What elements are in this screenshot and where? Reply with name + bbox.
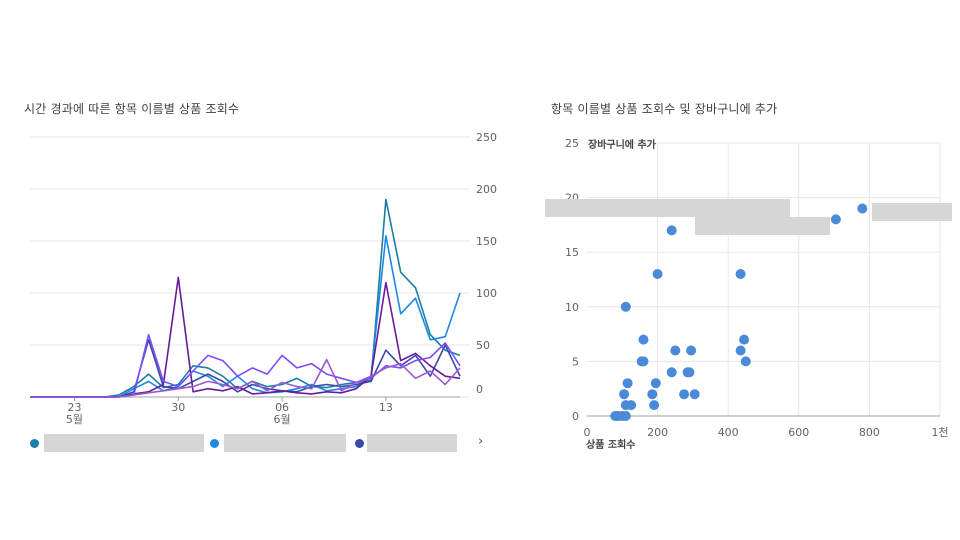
scatter-point[interactable] [649, 400, 660, 411]
scatter-point[interactable] [670, 345, 681, 356]
x-tick-day: 13 [379, 401, 393, 414]
x-tick-label: 400 [718, 426, 739, 439]
y-tick-label: 250 [476, 131, 497, 144]
legend-next-button[interactable]: › [478, 434, 484, 449]
scatter-point[interactable] [666, 367, 677, 378]
scatter-point[interactable] [830, 214, 841, 225]
scatter-point[interactable] [666, 225, 677, 236]
scatter-point[interactable] [650, 378, 661, 389]
series-line-4 [30, 276, 461, 398]
left-chart-title: 시간 경과에 따른 항목 이름별 상품 조회수 [24, 102, 240, 116]
right-chart-title: 항목 이름별 상품 조회수 및 장바구니에 추가 [551, 102, 778, 116]
scatter-point[interactable] [626, 400, 637, 411]
scatter-point[interactable] [684, 367, 695, 378]
x-tick-label: 600 [788, 426, 809, 439]
series-line-6 [30, 358, 461, 398]
scatter-point[interactable] [620, 301, 631, 312]
legend-label-redacted-3 [367, 434, 457, 452]
x-tick-label: 1천 [931, 425, 948, 439]
scatter-point[interactable] [619, 389, 630, 400]
scatter-point[interactable] [622, 378, 633, 389]
legend-label-redacted-1 [44, 434, 204, 452]
annotation-redacted-2 [695, 217, 830, 235]
y-tick-label: 100 [476, 287, 497, 300]
y-axis-label: 장바구니에 추가 [588, 138, 657, 151]
y-tick-label: 15 [565, 246, 579, 259]
scatter-point[interactable] [679, 389, 690, 400]
legend-dot-3[interactable] [355, 439, 364, 448]
x-tick-label: 800 [859, 426, 880, 439]
scatter-point[interactable] [857, 203, 868, 214]
scatter-point[interactable] [735, 345, 746, 356]
x-tick-label: 200 [647, 426, 668, 439]
x-tick-month: 5월 [66, 413, 83, 426]
y-tick-label: 200 [476, 183, 497, 196]
y-tick-label: 0 [572, 410, 579, 423]
x-tick-day: 30 [171, 401, 185, 414]
legend-label-redacted-2 [224, 434, 346, 452]
scatter-point[interactable] [638, 334, 649, 345]
x-tick-day: 23 [67, 401, 81, 414]
legend-dot-2[interactable] [210, 439, 219, 448]
scatter-point[interactable] [740, 356, 751, 367]
y-tick-label: 25 [565, 137, 579, 150]
scatter-point[interactable] [620, 411, 631, 421]
scatter-point[interactable] [652, 269, 663, 279]
y-tick-label: 10 [565, 301, 579, 314]
scatter-point[interactable] [739, 334, 750, 345]
x-tick-month: 6월 [274, 413, 291, 426]
x-tick-label: 0 [584, 426, 591, 439]
annotation-redacted-3 [872, 203, 952, 221]
scatter-point[interactable] [735, 269, 746, 279]
annotation-redacted-1 [545, 199, 790, 217]
scatter-point[interactable] [686, 345, 697, 356]
scatter-point[interactable] [638, 356, 649, 367]
legend-dot-1[interactable] [30, 439, 39, 448]
y-tick-label: 0 [476, 383, 483, 396]
y-tick-label: 50 [476, 339, 490, 352]
scatter-point[interactable] [647, 389, 658, 400]
x-tick-day: 06 [275, 401, 289, 414]
y-tick-label: 5 [572, 355, 579, 368]
scatter-point[interactable] [689, 389, 700, 400]
x-axis-label: 상품 조회수 [586, 438, 635, 451]
series-line-3 [30, 338, 461, 398]
y-tick-label: 150 [476, 235, 497, 248]
